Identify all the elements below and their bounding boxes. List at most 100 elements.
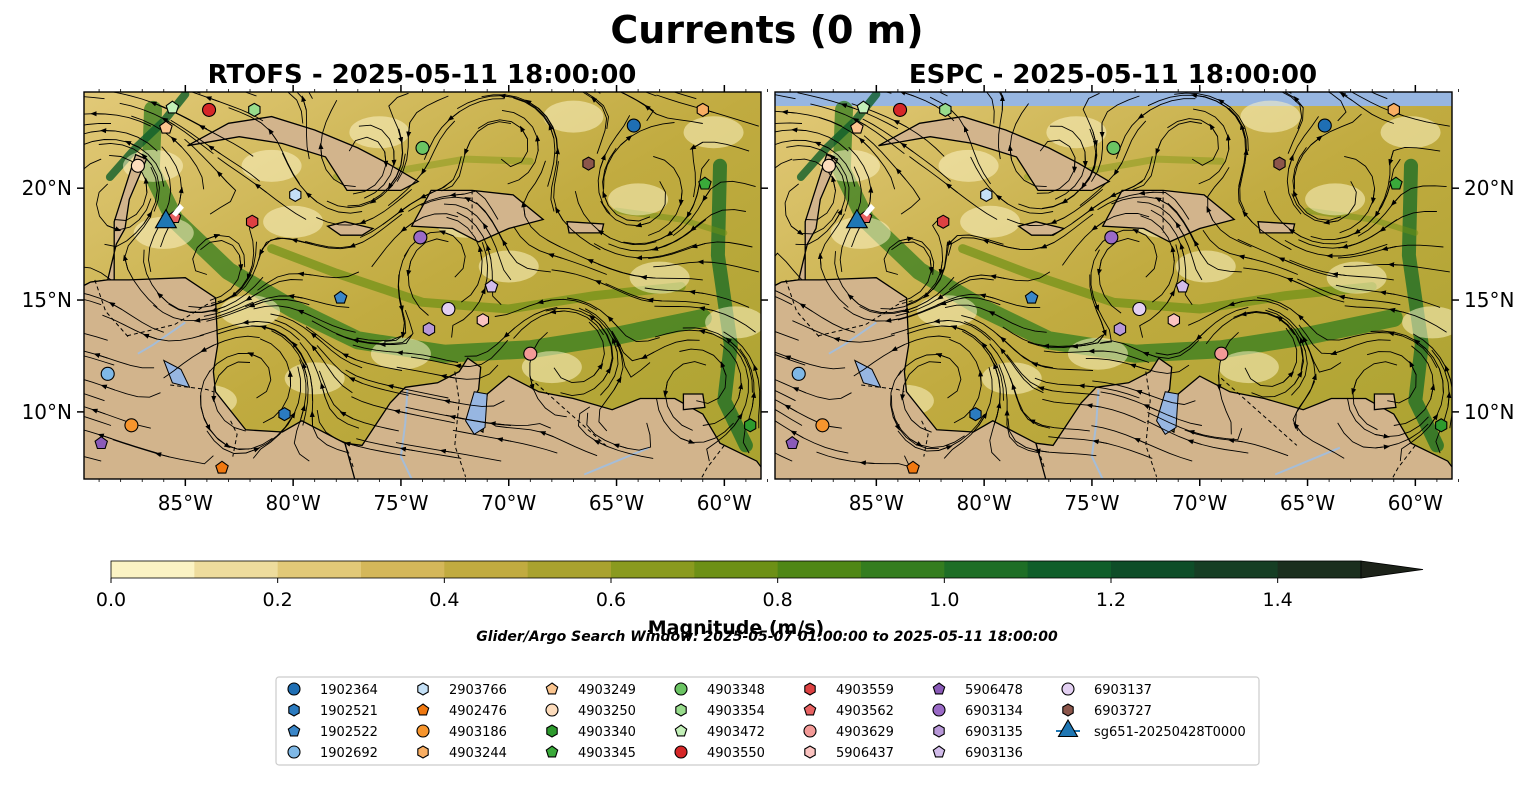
colorbar-segment [1027,561,1112,578]
rtofs-slack-water-14 [705,306,761,339]
rtofs-streamline-arrow [555,206,564,221]
legend-entries: 1902364 1902521 1902522 1902692 2903766 49024… [287,682,1246,761]
espc-streamline-arrow [1240,311,1255,317]
espc-border-2 [861,384,905,393]
rtofs-border-8 [529,377,607,446]
espc-land-cuba [878,115,1111,192]
rtofs-streamline-arrow [640,274,656,280]
colorbar-segment [277,561,362,578]
rtofs-streamline-arrow [97,433,113,440]
legend-marker-4903472 [674,724,688,737]
espc-land-central [775,277,1048,479]
colorbar-segment [1111,561,1195,578]
espc-streamline-arrow [1100,321,1107,337]
rtofs-streamline-arrow [205,96,220,103]
espc-streamline-arrow [1216,375,1222,391]
rtofs-streamline-arrow [292,341,302,354]
rtofs-streamline-arrow [525,99,539,109]
rtofs-streamline-arrow [156,292,169,304]
espc-border-8 [1220,377,1298,446]
rtofs-streamline-arrow [108,302,123,310]
rtofs-streamline-arrow [496,437,512,443]
espc-streamline-arrow [852,117,866,126]
rtofs-streamline-arrow [599,153,606,169]
rtofs-river-1 [399,389,413,479]
espc-lon-label: 60°W [1388,491,1443,515]
espc-streamline-arrow [1430,383,1436,400]
espc-slack-water-12 [1046,116,1107,149]
rtofs-slack-water-8 [629,261,690,294]
espc-lon-label: 70°W [1172,491,1227,515]
espc-streamline-arrow [829,154,841,166]
rtofs-border-3 [230,420,238,457]
legend-marker-4903186 [416,724,430,738]
espc-streamline-arrow [946,235,958,247]
espc-streamline-arrow [1225,134,1231,150]
espc-float-4903186 [815,418,830,433]
rtofs-streamline-arrow [348,241,364,248]
espc-streamline-arrow [1276,315,1289,326]
espc-streamline-arrow [1310,135,1323,146]
rtofs-streamline-arrow [406,261,412,277]
espc-float-6903134 [1104,230,1119,245]
legend-label-4903562: 4903562 [836,704,894,719]
espc-float-4903629 [1214,346,1229,361]
colorbar-segment [361,561,445,578]
espc-streamline-arrow [1138,190,1154,196]
espc-streamline-arrow [1331,271,1347,277]
rtofs-streamline-arrow [339,411,354,420]
colorbar-tick-label: 0.4 [429,589,459,611]
rtofs-streamline-arrow [449,192,465,198]
espc-streamline [986,92,995,124]
legend-label-1902692: 1902692 [320,746,378,761]
rtofs-panel: RTOFS - 2025-05-11 18:00:00 85°W 80°W 75°W… [22,60,768,515]
rtofs-streamline-arrow [738,382,744,398]
espc-streamline-arrow [791,225,804,236]
espc-streamline-arrow [1188,429,1203,436]
colorbar-tick-label: 1.0 [929,589,959,611]
rtofs-streamline-arrow [620,135,633,146]
espc-lon-label: 65°W [1280,491,1335,515]
espc-streamline-arrow [1381,245,1397,251]
rtofs-river-0 [583,446,650,476]
rtofs-lat-label: 20°N [22,176,72,200]
rtofs-streamline-arrow [535,135,541,151]
rtofs-streamline-arrow [203,416,211,431]
rtofs-float-5906437 [476,313,490,328]
legend-marker-1902692 [287,745,301,759]
rtofs-border-2 [170,384,214,393]
rtofs-streamline-arrow [342,353,356,361]
legend-marker-4903348 [674,682,688,696]
espc-streamline [1281,92,1303,130]
espc-streamline-arrow [1323,219,1339,225]
rtofs-streamline-arrow [443,399,459,405]
espc-streamline-arrow [1209,123,1218,137]
espc-streamline-arrow [1390,194,1402,207]
rtofs-streamline-arrow [588,314,601,326]
rtofs-streamline-arrow [238,255,244,271]
espc-streamline-arrow [979,293,995,299]
colorbar-tick-label: 0.8 [763,589,793,611]
rtofs-float-1902692 [100,366,115,381]
espc-streamline-arrow [936,290,950,300]
rtofs-streamline-arrow [647,297,663,303]
espc-streamline-arrow [817,252,823,269]
espc-streamlines [775,92,1452,468]
espc-float-4903550 [893,102,908,117]
espc-streamline-arrow [791,127,807,133]
rtofs-streamline-arrow [124,140,139,148]
rtofs-streamline-arrow [698,329,714,335]
rtofs-streamline-arrow [216,170,228,183]
espc-streamline-arrow [1034,448,1050,454]
colorbar-tick-label: 0.6 [596,589,626,611]
rtofs-streamline-arrow [499,93,515,99]
espc-streamline [775,94,796,100]
espc-float-4902476 [906,460,920,474]
rtofs-float-4903345 [698,176,712,190]
rtofs-streamline-arrow [753,364,759,380]
rtofs-streamline-arrow [100,384,116,391]
rtofs-lat-label: 15°N [22,288,72,312]
legend-label-4903472: 4903472 [707,725,765,740]
espc-streamline-arrow [1429,413,1439,427]
